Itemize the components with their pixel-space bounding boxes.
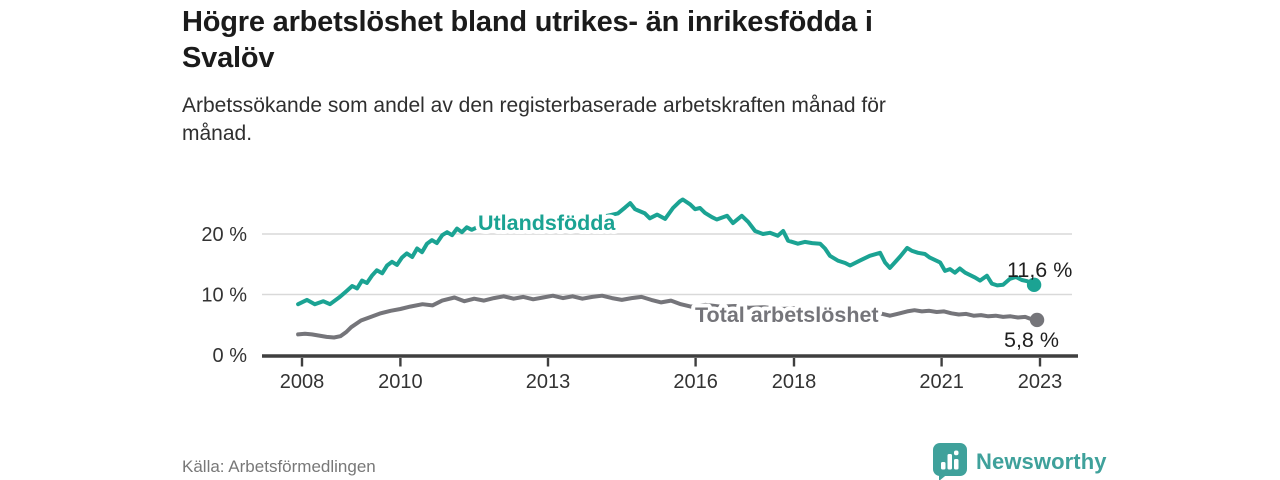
x-axis-tick-label-2018: 2018 [772,371,817,393]
x-axis-tick-label-2013: 2013 [526,371,571,393]
series-line-utlandsf-dda [296,197,1037,307]
x-axis-tick-label-2016: 2016 [673,371,718,393]
newsworthy-logo: Newsworthy [933,443,1107,480]
chart-subtitle: Arbetssökande som andel av den registerb… [182,94,886,145]
series-end-dot-total-arbetsl-shet [1029,312,1045,328]
x-axis-tick-label-2021: 2021 [919,371,964,393]
series-value-label-total-arbetsl-shet: 5,8 % [1004,328,1059,352]
x-axis-tick-label-2010: 2010 [378,371,423,393]
series-value-label-utlandsf-dda: 11,6 % [1007,258,1072,282]
series-label-total-arbetsl-shet: Total arbetslöshet [695,303,879,327]
series-label-utlandsf-dda: Utlandsfödda [478,211,616,235]
series-line-total-arbetsl-shet [296,293,1039,340]
series-end-dot-utlandsf-dda [1026,277,1042,293]
y-axis-tick-label-20: 20 % [201,224,247,246]
page-title: Högre arbetslöshet bland utrikes- än inr… [182,6,873,74]
y-axis-tick-label-10: 10 % [201,285,247,307]
x-axis-tick-label-2023: 2023 [1018,371,1063,393]
y-axis-tick-label-0: 0 % [213,345,248,367]
newsworthy-wordmark: Newsworthy [976,449,1107,474]
x-axis-tick-label-2008: 2008 [280,371,325,393]
source-note: Källa: Arbetsförmedlingen [182,457,376,476]
newsworthy-bubble-barchart-icon [933,443,967,480]
